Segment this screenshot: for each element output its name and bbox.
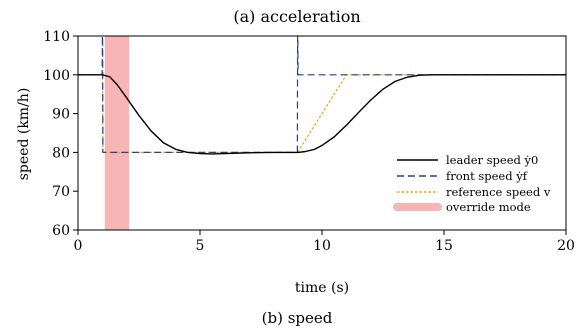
x-tick-label-1: 5	[196, 238, 205, 254]
override-region-layer	[104, 36, 130, 230]
chart-caption: (b) speed	[262, 309, 333, 327]
legend: leader speed ẏ0 front speed ẏf reference s…	[393, 153, 551, 214]
x-axis-label: time (s)	[295, 280, 349, 296]
legend-label-1: front speed ẏf	[446, 169, 528, 183]
series-line-2	[78, 74, 566, 153]
chart-title: (a) acceleration	[233, 7, 360, 26]
y-tick-label-2: 80	[52, 145, 70, 161]
x-axis-ticks: 0 5 10 15 20	[74, 230, 575, 254]
y-tick-label-1: 70	[52, 184, 70, 200]
legend-label-2: reference speed v	[446, 185, 551, 199]
y-tick-label-5: 110	[43, 29, 70, 45]
override-region-0	[104, 36, 130, 230]
legend-label-override: override mode	[446, 200, 531, 214]
series-line-1	[78, 35, 566, 153]
y-tick-label-4: 100	[43, 68, 70, 84]
y-axis-ticks: 60 70 80 90 100 110	[43, 29, 78, 239]
y-tick-label-3: 90	[52, 107, 70, 123]
x-tick-label-4: 20	[557, 238, 575, 254]
y-axis-label: speed (km/h)	[16, 88, 32, 181]
series-line-0	[78, 74, 566, 155]
y-tick-label-0: 60	[52, 223, 70, 239]
series-layer	[78, 35, 566, 155]
x-tick-label-0: 0	[74, 238, 83, 254]
x-tick-label-2: 10	[313, 238, 331, 254]
legend-label-0: leader speed ẏ0	[446, 153, 538, 167]
x-tick-label-3: 15	[435, 238, 453, 254]
